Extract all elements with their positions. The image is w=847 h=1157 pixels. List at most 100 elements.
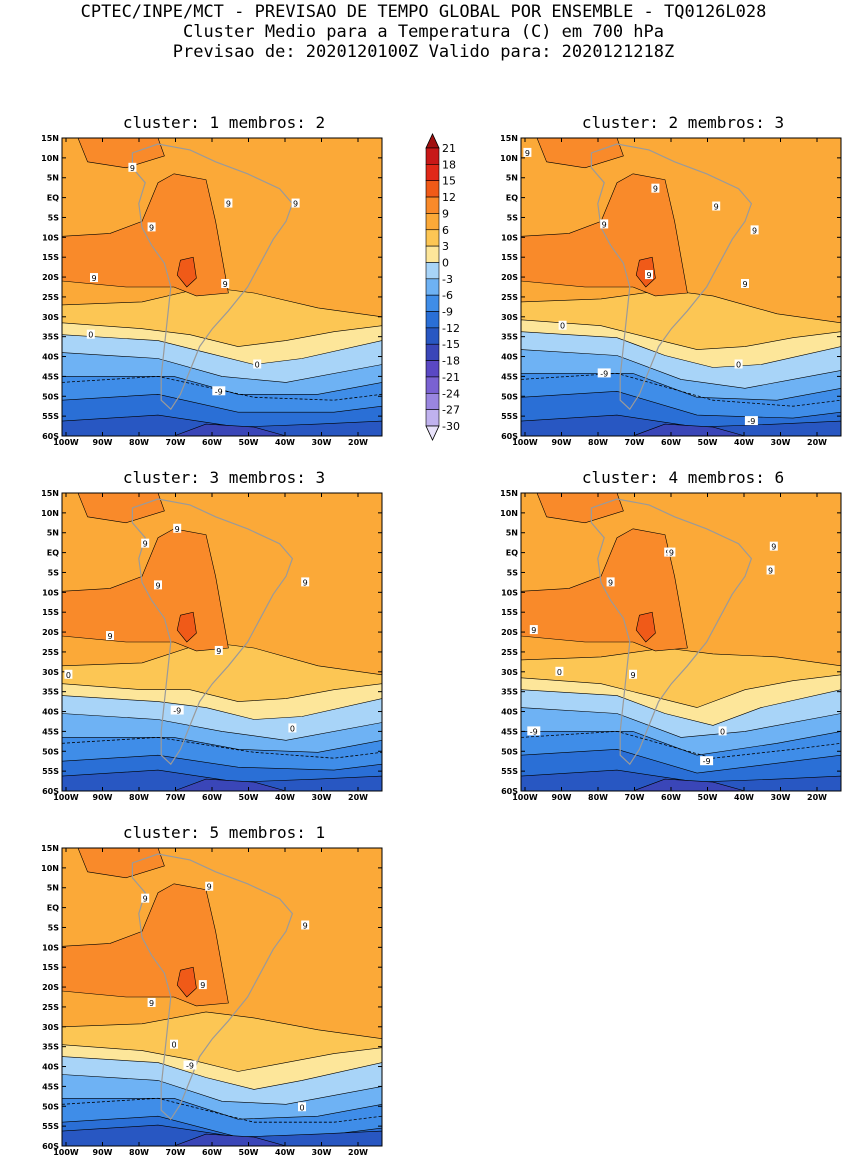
contour-label-bg bbox=[741, 279, 749, 289]
lon-label: 80W bbox=[588, 438, 608, 447]
lon-label: 40W bbox=[275, 793, 295, 802]
contour-label-bg bbox=[253, 359, 262, 369]
colorbar-label: -12 bbox=[442, 322, 460, 335]
contour-label: 0 bbox=[557, 668, 562, 677]
contour-label: 9 bbox=[149, 999, 154, 1008]
colorbar-box bbox=[425, 213, 440, 231]
lat-label: 5S bbox=[48, 568, 60, 577]
lon-label: 90W bbox=[93, 793, 113, 802]
contour-label-bg bbox=[712, 201, 721, 211]
coastline bbox=[590, 498, 753, 766]
colorbar-box bbox=[425, 245, 440, 263]
lat-label: 10S bbox=[42, 233, 59, 242]
lat-label: 25S bbox=[42, 293, 59, 302]
lon-label: 100W bbox=[512, 438, 538, 447]
contour-label-bg bbox=[734, 359, 743, 369]
contour-label: -9 bbox=[703, 757, 711, 766]
lat-label: 60S bbox=[42, 787, 59, 796]
lon-label: 60W bbox=[202, 438, 222, 447]
colorbar-arrow-bottom bbox=[425, 425, 440, 441]
temperature-field-5 bbox=[62, 848, 382, 1146]
lat-label: 30S bbox=[42, 668, 59, 677]
contour-label: 9 bbox=[303, 578, 308, 587]
contour-label-bg bbox=[527, 726, 541, 736]
lat-label: 50S bbox=[42, 747, 59, 756]
temperature-field-4 bbox=[521, 493, 841, 791]
lat-label: 45S bbox=[42, 1082, 59, 1091]
colorbar-box bbox=[425, 376, 440, 394]
lon-label: 40W bbox=[734, 438, 754, 447]
lon-label: 50W bbox=[239, 1148, 259, 1157]
lon-label: 70W bbox=[166, 438, 186, 447]
contour-label: 9 bbox=[602, 220, 607, 229]
contour-label: 9 bbox=[752, 226, 757, 235]
coastline bbox=[590, 143, 753, 411]
lon-label: 70W bbox=[166, 1148, 186, 1157]
lat-label: 10N bbox=[41, 154, 59, 163]
lat-label: 20S bbox=[42, 983, 59, 992]
lat-label: 15S bbox=[42, 608, 59, 617]
lat-label: 30S bbox=[42, 313, 59, 322]
contour-label-bg bbox=[106, 631, 114, 641]
lat-label: 55S bbox=[501, 412, 518, 421]
lat-label: 35S bbox=[42, 333, 59, 342]
colorbar-label: -24 bbox=[442, 387, 460, 400]
lat-label: 45S bbox=[42, 727, 59, 736]
contour-label: 9 bbox=[525, 149, 530, 158]
contour-label: 9 bbox=[200, 981, 205, 990]
colorbar-box bbox=[425, 196, 440, 214]
colorbar-box bbox=[425, 164, 440, 182]
contour-label: 9 bbox=[303, 921, 308, 930]
contour-label: -9 bbox=[600, 369, 608, 378]
field-band bbox=[176, 966, 197, 998]
lat-label: 55S bbox=[501, 767, 518, 776]
lat-label: 35S bbox=[501, 688, 518, 697]
lon-label: 30W bbox=[771, 438, 791, 447]
map-frame bbox=[61, 492, 383, 792]
colorbar-box bbox=[425, 392, 440, 410]
contour-label-bg bbox=[718, 726, 727, 736]
lat-label: 30S bbox=[501, 313, 518, 322]
contour-label: 9 bbox=[771, 543, 776, 552]
figure-title-line1: CPTEC/INPE/MCT - PREVISAO DE TEMPO GLOBA… bbox=[80, 2, 767, 22]
lon-label: 90W bbox=[93, 1148, 113, 1157]
lon-label: 30W bbox=[312, 793, 332, 802]
contour-label: 0 bbox=[255, 360, 260, 369]
map-panel-1: 15N 10N 5N EQ 5S 10S 15S 20S 25S 30S 35S 40S 45S 50S 5… bbox=[41, 134, 383, 447]
lat-label: 40S bbox=[501, 353, 518, 362]
lon-label: 90W bbox=[93, 438, 113, 447]
contour-label-bg bbox=[667, 547, 676, 557]
contour-minus9 bbox=[62, 375, 382, 401]
lat-label: 45S bbox=[501, 372, 518, 381]
contour-label-bg bbox=[147, 997, 156, 1007]
contour-label: 9 bbox=[175, 525, 180, 534]
contour-label-bg bbox=[212, 386, 226, 396]
lon-label: 90W bbox=[552, 793, 572, 802]
contour-label: 9 bbox=[207, 883, 212, 892]
lon-label: 20W bbox=[348, 1148, 368, 1157]
colorbar-label: -27 bbox=[442, 404, 460, 417]
lon-label: 30W bbox=[312, 1148, 332, 1157]
lat-label: 20S bbox=[501, 628, 518, 637]
lat-label: 40S bbox=[42, 708, 59, 717]
contour-label-bg bbox=[597, 368, 611, 378]
contour-label: 0 bbox=[66, 671, 71, 680]
field-band bbox=[173, 1133, 287, 1146]
contour-label: 9 bbox=[143, 540, 148, 549]
coastline bbox=[131, 853, 294, 1121]
contour-label: -9 bbox=[747, 417, 755, 426]
lat-label: 10N bbox=[500, 509, 518, 518]
lat-label: 55S bbox=[42, 412, 59, 421]
lat-label: 40S bbox=[501, 708, 518, 717]
lon-label: 50W bbox=[239, 438, 259, 447]
colorbar-box bbox=[425, 409, 440, 427]
lat-label: 5S bbox=[48, 213, 60, 222]
colorbar-box bbox=[425, 343, 440, 361]
field-band bbox=[77, 848, 165, 879]
colorbar-box bbox=[425, 327, 440, 345]
colorbar-label: 21 bbox=[442, 142, 456, 155]
panel-title-5: cluster: 5 membros: 1 bbox=[122, 823, 326, 842]
lat-label: 20S bbox=[42, 273, 59, 282]
lat-label: 15S bbox=[501, 253, 518, 262]
